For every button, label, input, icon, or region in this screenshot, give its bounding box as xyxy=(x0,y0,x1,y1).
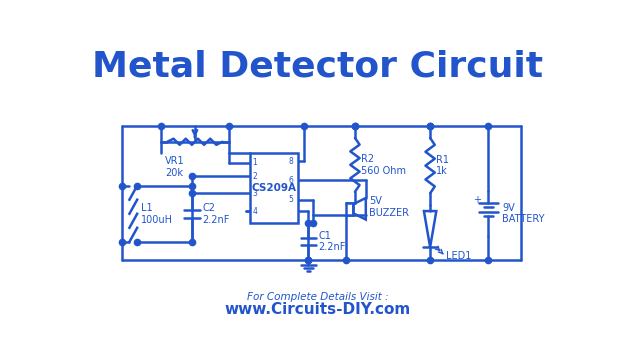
Text: 1: 1 xyxy=(253,158,257,167)
Text: 6: 6 xyxy=(288,176,293,185)
Text: 5: 5 xyxy=(288,195,293,204)
Text: 4: 4 xyxy=(253,207,257,216)
Text: 2: 2 xyxy=(253,172,257,181)
Text: 8: 8 xyxy=(288,157,293,166)
Bar xyxy=(346,203,353,215)
Text: VR1
20k: VR1 20k xyxy=(165,156,185,178)
Text: C2
2.2nF: C2 2.2nF xyxy=(202,203,229,225)
Text: 9V
BATTERY: 9V BATTERY xyxy=(502,203,545,224)
Text: +: + xyxy=(474,195,481,205)
Text: R2
560 Ohm: R2 560 Ohm xyxy=(361,154,406,176)
Text: www.Circuits-DIY.com: www.Circuits-DIY.com xyxy=(224,302,411,317)
Text: For Complete Details Visit :: For Complete Details Visit : xyxy=(247,292,389,302)
Text: Metal Detector Circuit: Metal Detector Circuit xyxy=(92,49,543,83)
Text: C1
2.2nF: C1 2.2nF xyxy=(319,231,346,252)
Text: R1
1k: R1 1k xyxy=(436,155,450,176)
Text: LED1: LED1 xyxy=(446,251,471,261)
Bar xyxy=(249,153,298,222)
Text: CS209A: CS209A xyxy=(251,183,296,193)
Text: 5V
BUZZER: 5V BUZZER xyxy=(369,197,409,218)
Text: L1
100uH: L1 100uH xyxy=(141,203,173,225)
Text: 3: 3 xyxy=(253,189,257,198)
